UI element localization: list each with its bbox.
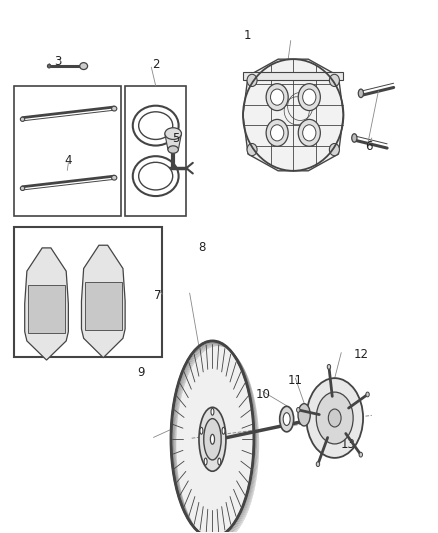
Ellipse shape [222, 427, 225, 434]
Ellipse shape [80, 62, 88, 69]
Ellipse shape [171, 341, 254, 533]
Text: 13: 13 [340, 438, 355, 451]
Circle shape [329, 74, 339, 86]
Polygon shape [85, 282, 122, 330]
Text: 10: 10 [255, 387, 270, 401]
Ellipse shape [297, 408, 300, 413]
Ellipse shape [280, 406, 293, 432]
Ellipse shape [358, 89, 364, 98]
Ellipse shape [20, 186, 25, 190]
Ellipse shape [168, 146, 178, 154]
Ellipse shape [112, 175, 117, 180]
Polygon shape [165, 134, 181, 150]
Polygon shape [81, 245, 125, 358]
Ellipse shape [20, 117, 25, 122]
Ellipse shape [112, 106, 117, 111]
Ellipse shape [359, 453, 363, 457]
Ellipse shape [366, 392, 369, 397]
Circle shape [298, 119, 320, 146]
Text: 2: 2 [152, 58, 159, 71]
Ellipse shape [139, 163, 173, 190]
Polygon shape [243, 59, 343, 171]
Bar [14, 86, 121, 216]
Ellipse shape [204, 418, 221, 460]
Ellipse shape [298, 403, 310, 426]
Text: 6: 6 [365, 140, 373, 154]
Text: 7: 7 [153, 289, 161, 302]
Circle shape [329, 143, 339, 156]
Text: 3: 3 [54, 55, 62, 68]
Circle shape [298, 84, 320, 110]
Ellipse shape [218, 458, 221, 465]
Ellipse shape [211, 408, 214, 415]
Ellipse shape [204, 458, 207, 465]
Circle shape [266, 119, 288, 146]
Circle shape [303, 125, 316, 141]
Circle shape [247, 74, 257, 86]
Ellipse shape [139, 112, 173, 140]
Circle shape [303, 89, 316, 105]
Ellipse shape [306, 378, 363, 458]
Text: 4: 4 [65, 154, 72, 167]
Text: 9: 9 [137, 366, 145, 379]
Bar [243, 72, 343, 80]
Circle shape [266, 84, 288, 110]
Ellipse shape [316, 392, 353, 444]
Text: 1: 1 [244, 29, 251, 42]
Ellipse shape [210, 434, 215, 444]
Ellipse shape [47, 64, 51, 68]
Circle shape [247, 143, 257, 156]
Polygon shape [25, 248, 68, 360]
Ellipse shape [165, 128, 181, 140]
Bar [14, 227, 162, 357]
Ellipse shape [199, 407, 226, 471]
Polygon shape [28, 285, 65, 333]
Text: 5: 5 [172, 132, 179, 146]
Ellipse shape [200, 427, 203, 434]
Text: 12: 12 [353, 348, 368, 361]
Circle shape [271, 89, 284, 105]
Ellipse shape [316, 462, 320, 466]
Text: 8: 8 [198, 241, 205, 254]
Ellipse shape [327, 365, 331, 369]
Ellipse shape [328, 409, 341, 427]
Text: 11: 11 [288, 374, 303, 387]
Ellipse shape [352, 134, 357, 142]
Circle shape [271, 125, 284, 141]
Ellipse shape [283, 413, 290, 425]
Bar [125, 86, 186, 216]
